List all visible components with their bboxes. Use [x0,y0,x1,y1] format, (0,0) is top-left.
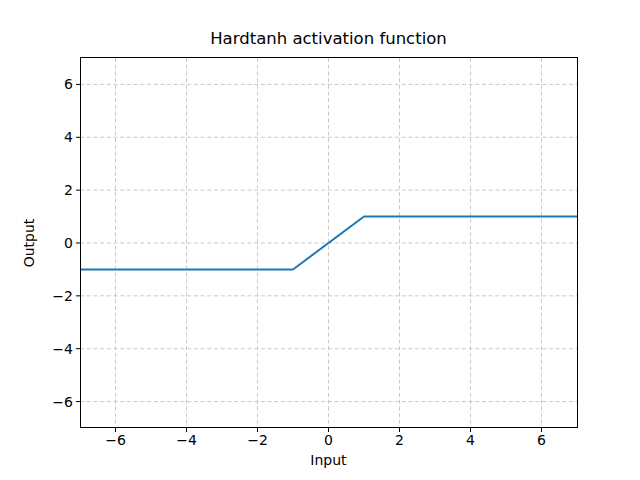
y-tick-label: 0 [33,235,73,251]
x-tick-label: −4 [167,432,207,448]
y-tick-label: 4 [33,129,73,145]
y-tick-label: −4 [33,341,73,357]
x-tick-label: 0 [309,432,349,448]
x-tick-label: −6 [96,432,136,448]
y-tick-label: 2 [33,182,73,198]
chart-title: Hardtanh activation function [80,29,577,48]
x-axis-label: Input [80,452,577,468]
x-tick-label: −2 [238,432,278,448]
plot-area [0,0,640,480]
y-tick-label: 6 [33,76,73,92]
figure: Hardtanh activation function Input Outpu… [0,0,640,480]
x-tick-label: 2 [380,432,420,448]
x-tick-label: 4 [451,432,491,448]
y-tick-label: −2 [33,288,73,304]
y-tick-label: −6 [33,394,73,410]
x-tick-label: 6 [522,432,562,448]
